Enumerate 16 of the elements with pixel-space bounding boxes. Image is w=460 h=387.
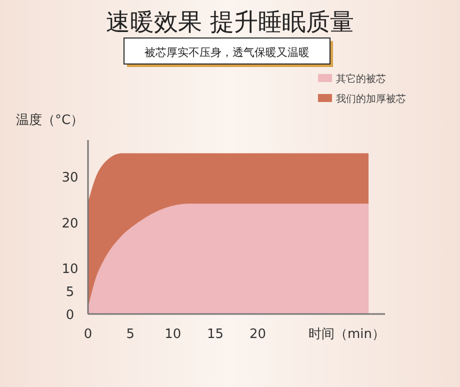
legend-label: 我们的加厚被芯 (336, 93, 406, 105)
y-tick-label: 20 (62, 216, 78, 232)
chart-title: 速暖效果 提升睡眠质量 (106, 8, 354, 36)
y-tick-label: 5 (66, 285, 74, 300)
y-tick-label: 0 (66, 308, 74, 323)
x-axis-title: 时间（min） (308, 327, 385, 342)
legend-label: 其它的被芯 (336, 73, 386, 85)
x-tick-label: 20 (249, 327, 266, 342)
x-tick-label: 10 (164, 327, 182, 342)
x-tick-label: 0 (84, 327, 92, 342)
y-axis-title: 温度（°C） (16, 112, 84, 128)
x-tick-label: 5 (126, 327, 135, 342)
x-tick-label: 15 (207, 327, 224, 342)
y-tick-label: 30 (62, 170, 78, 186)
chart-subtitle: 被芯厚实不压身，透气保暖又温暖 (144, 46, 310, 59)
y-tick-label: 10 (62, 262, 78, 278)
